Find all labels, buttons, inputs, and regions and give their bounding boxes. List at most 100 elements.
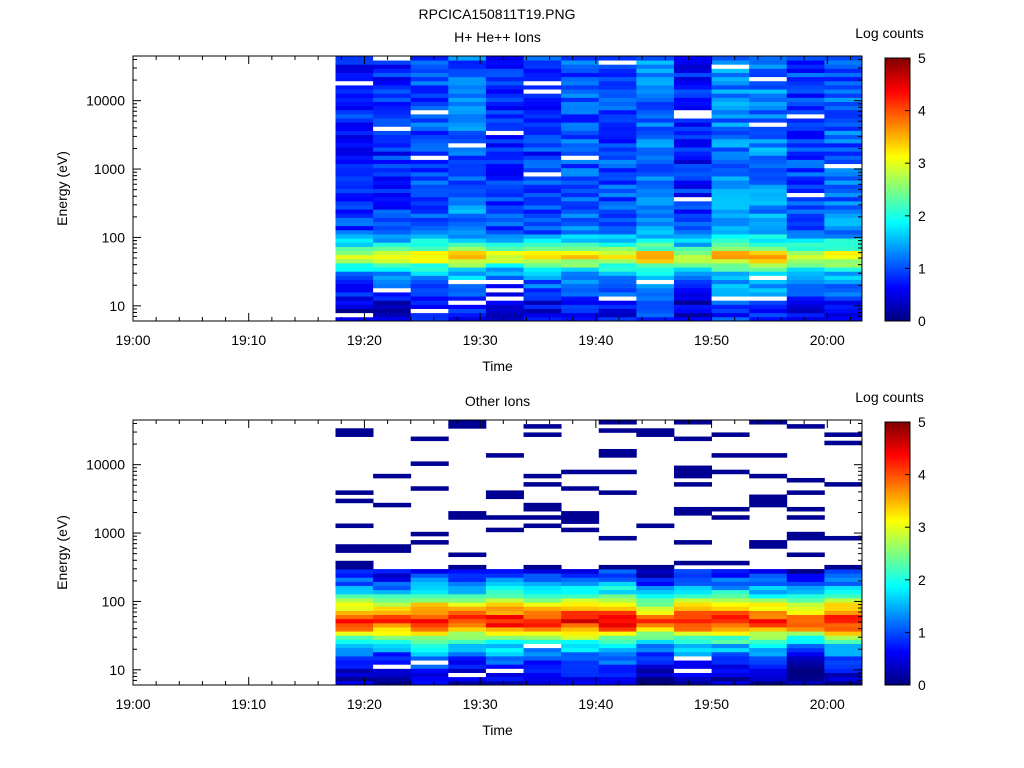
heatmap-cell — [448, 242, 487, 247]
heatmap-cell — [786, 192, 825, 198]
heatmap-cell — [485, 263, 524, 268]
heatmap-cell — [561, 258, 600, 264]
heatmap-cell — [786, 254, 825, 260]
heatmap-cell — [485, 316, 524, 322]
heatmap-cell — [485, 171, 524, 177]
heatmap-cell — [373, 263, 412, 268]
heatmap-cell — [711, 122, 750, 127]
heatmap-cell — [636, 593, 675, 599]
heatmap-cell — [673, 622, 712, 628]
heatmap-cell — [749, 109, 788, 115]
heatmap-cell — [523, 184, 562, 189]
heatmap-cell — [786, 639, 825, 644]
heatmap-cell — [824, 258, 863, 264]
heatmap-cell — [523, 105, 562, 111]
x-tick-label: 19:00 — [115, 696, 150, 712]
heatmap-cell — [711, 258, 750, 264]
heatmap-cell — [410, 105, 449, 111]
heatmap-cell — [373, 581, 412, 587]
heatmap-cell — [410, 250, 449, 256]
heatmap-cell — [523, 147, 562, 152]
heatmap-cell — [485, 192, 524, 198]
colorbar-tick-label: 1 — [918, 260, 926, 276]
heatmap-cell — [636, 221, 675, 227]
y-tick-label: 10000 — [86, 93, 125, 109]
heatmap-cell — [448, 142, 487, 148]
heatmap-cell — [373, 93, 412, 98]
heatmap-cell — [598, 680, 637, 686]
heatmap-cell — [373, 159, 412, 165]
heatmap-cell — [824, 89, 863, 94]
heatmap-cell — [598, 64, 637, 69]
heatmap-cell — [636, 225, 675, 231]
heatmap-cell — [561, 643, 600, 649]
heatmap-cell — [824, 238, 863, 243]
heatmap-cell — [410, 300, 449, 305]
heatmap-cell — [410, 246, 449, 252]
heatmap-cell — [335, 254, 374, 260]
heatmap-cell — [786, 581, 825, 587]
heatmap-cell — [373, 614, 412, 620]
heatmap-cell — [711, 151, 750, 156]
heatmap-cell — [636, 639, 675, 644]
heatmap-cell — [711, 188, 750, 194]
heatmap-cell — [485, 598, 524, 603]
heatmap-cell — [749, 316, 788, 322]
heatmap-cell — [485, 668, 524, 673]
heatmap-cell — [786, 89, 825, 94]
heatmap-cell — [335, 242, 374, 247]
heatmap-cell — [523, 585, 562, 591]
heatmap-cell — [448, 138, 487, 144]
heatmap-cell — [636, 618, 675, 624]
heatmap-cell — [448, 668, 487, 673]
heatmap-cell — [410, 672, 449, 678]
heatmap-cell — [485, 271, 524, 276]
heatmap-cell — [824, 656, 863, 661]
heatmap-cell — [824, 664, 863, 669]
x-tick-label: 20:00 — [810, 332, 845, 348]
heatmap-cell — [786, 258, 825, 264]
heatmap-cell — [824, 242, 863, 247]
heatmap-cell — [448, 205, 487, 210]
heatmap-cell — [410, 581, 449, 587]
heatmap-cell — [485, 585, 524, 591]
heatmap-cell — [410, 180, 449, 185]
heatmap-cell — [636, 647, 675, 653]
colorbar-tick-label: 4 — [918, 467, 926, 483]
heatmap-cell — [824, 97, 863, 102]
heatmap-cell — [373, 283, 412, 289]
heatmap-cell — [523, 643, 562, 649]
heatmap-cell — [523, 581, 562, 587]
colorbar-label: Log counts — [855, 389, 924, 405]
heatmap-cell — [410, 151, 449, 156]
heatmap-cell — [824, 192, 863, 198]
heatmap-cell — [673, 176, 712, 181]
heatmap-cell — [373, 122, 412, 127]
x-tick-label: 19:50 — [694, 332, 729, 348]
heatmap-cell — [824, 271, 863, 276]
heatmap-cell — [561, 134, 600, 140]
heatmap-cell — [786, 267, 825, 272]
heatmap-cell — [523, 271, 562, 276]
heatmap-cell — [786, 142, 825, 148]
heatmap-cell — [636, 660, 675, 665]
heatmap-cell — [749, 155, 788, 160]
heatmap-cell — [786, 283, 825, 289]
heatmap-cell — [824, 593, 863, 599]
heatmap-cell — [636, 246, 675, 252]
heatmap-cell — [749, 80, 788, 86]
heatmap-cell — [410, 118, 449, 123]
heatmap-cell — [824, 432, 863, 437]
heatmap-cell — [335, 581, 374, 587]
heatmap-cell — [335, 188, 374, 194]
heatmap-cell — [673, 84, 712, 90]
heatmap-cell — [749, 279, 788, 285]
heatmap-cell — [373, 602, 412, 607]
heatmap-cell — [749, 643, 788, 649]
heatmap-cell — [523, 176, 562, 181]
heatmap-cell — [636, 432, 675, 437]
heatmap-cell — [749, 134, 788, 140]
heatmap-cell — [636, 589, 675, 595]
heatmap-cell — [711, 312, 750, 318]
heatmap-cell — [373, 76, 412, 82]
